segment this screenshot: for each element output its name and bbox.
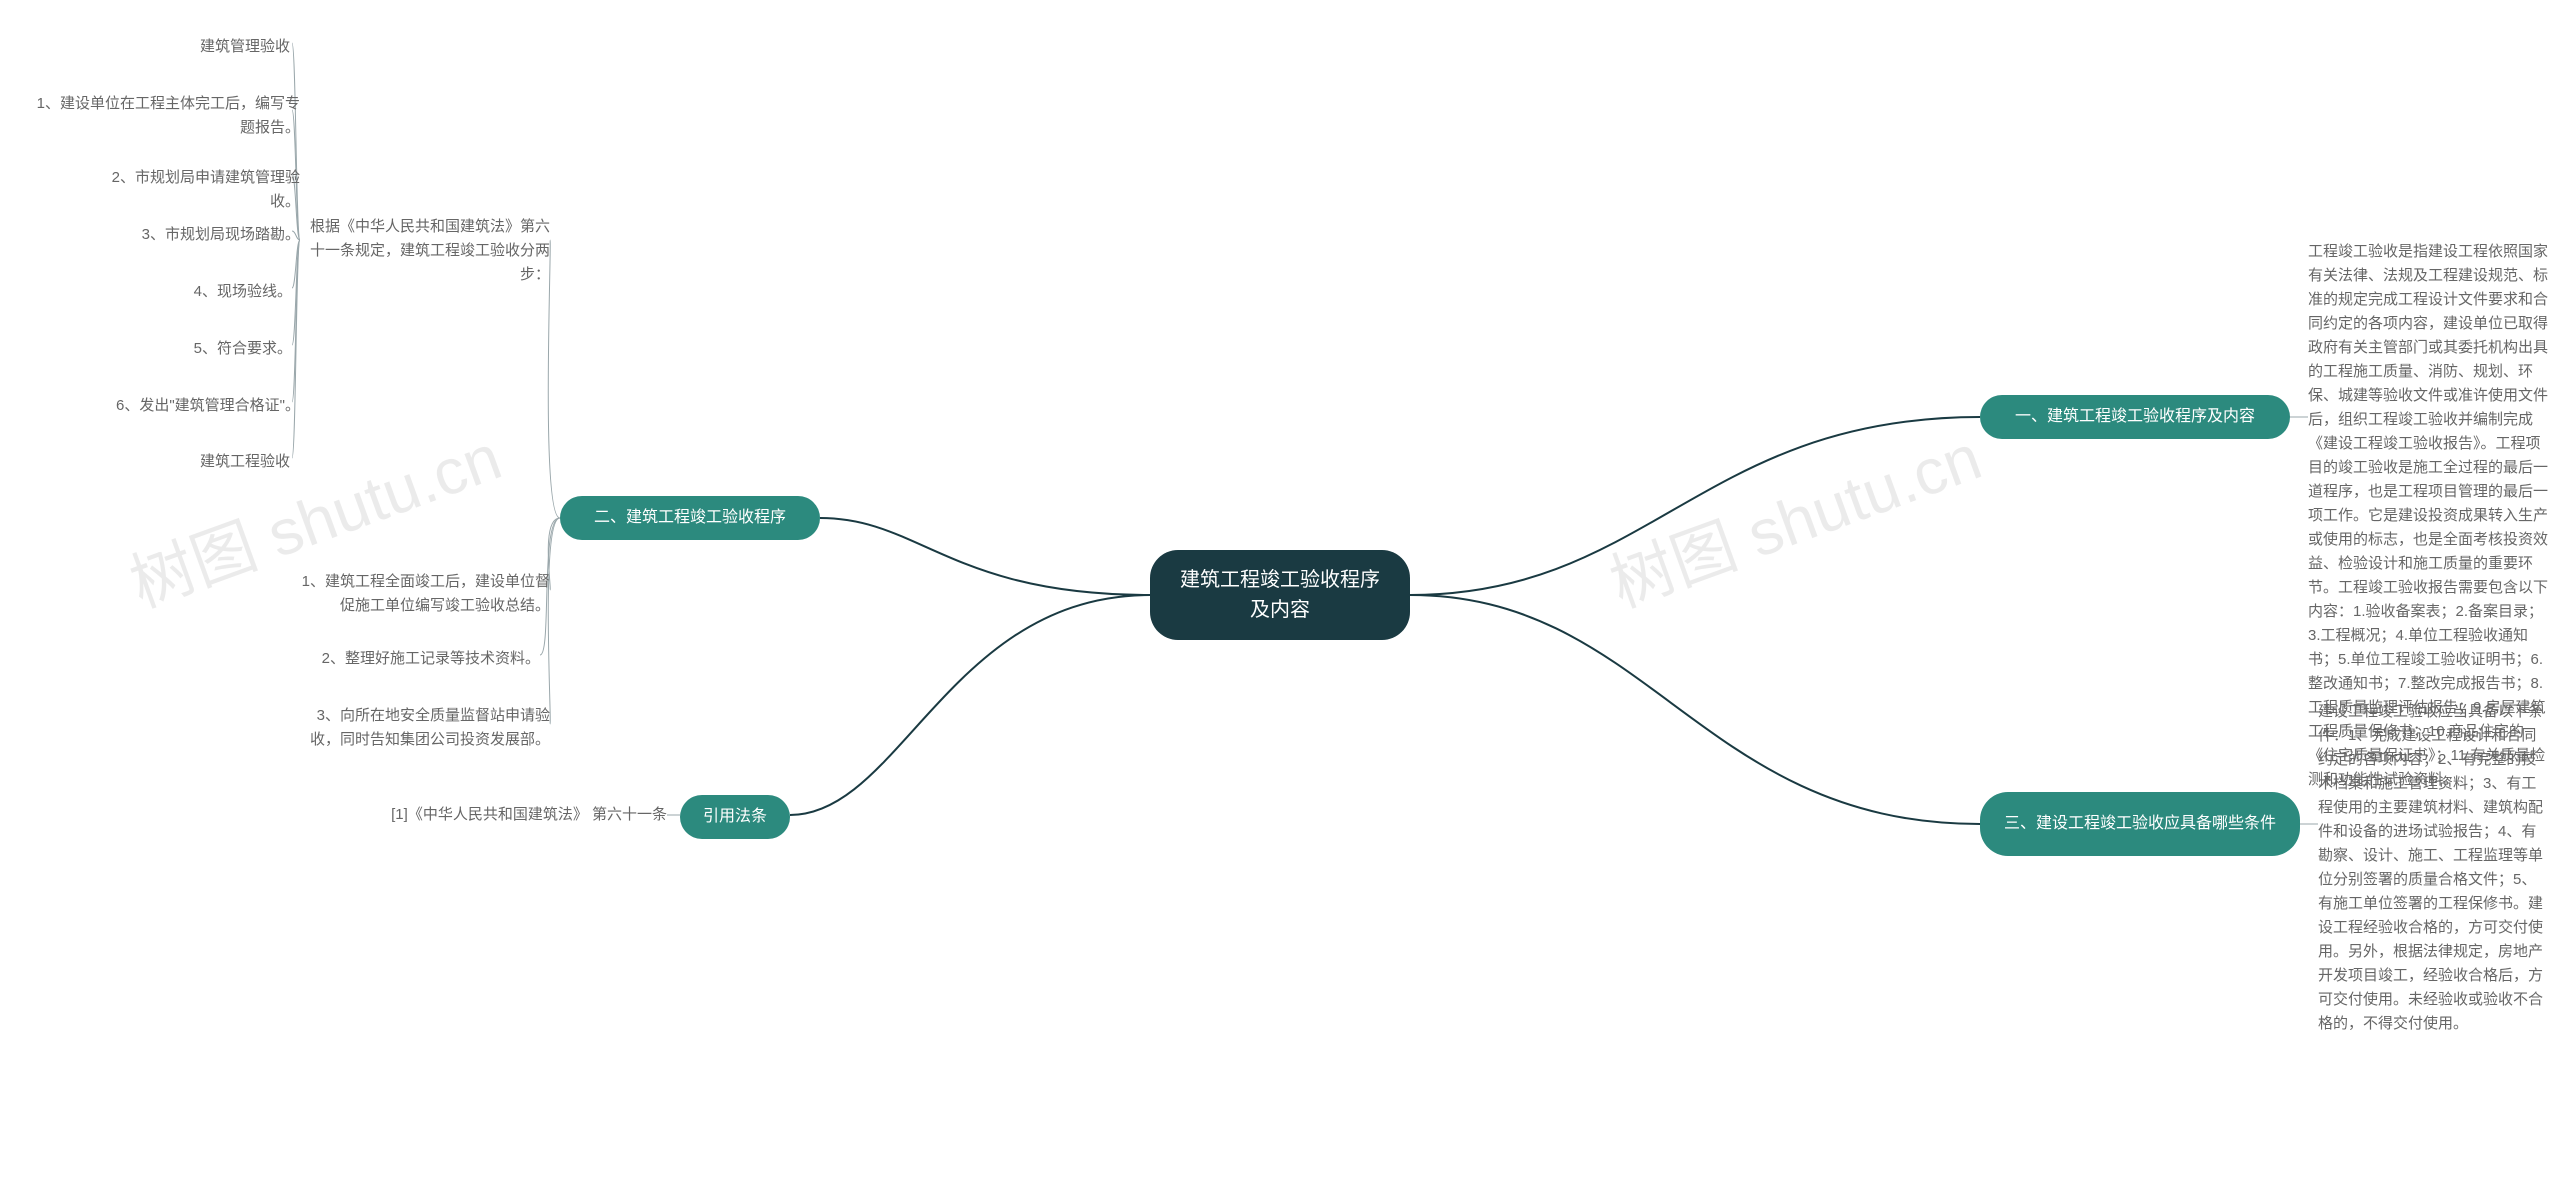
branch-left-1-label: 二、建筑工程竣工验收程序 xyxy=(594,506,786,530)
leaf-l1-top-7: 建筑工程验收 xyxy=(180,450,290,474)
center-node: 建筑工程竣工验收程序及内容 xyxy=(1150,550,1410,640)
leaf-l1-top-0: 建筑管理验收 xyxy=(180,35,290,59)
branch-right-1-label: 一、建筑工程竣工验收程序及内容 xyxy=(2015,405,2255,429)
leaf-l1-top-2: 2、市规划局申请建筑管理验收。 xyxy=(90,166,300,214)
branch-left-2-label: 引用法条 xyxy=(703,805,767,829)
leaf-l1-top-5: 5、符合要求。 xyxy=(192,337,292,361)
center-label: 建筑工程竣工验收程序及内容 xyxy=(1172,565,1388,625)
branch-right-2-label: 三、建设工程竣工验收应具备哪些条件 xyxy=(2004,812,2276,836)
watermark-2: 树图 shutu.cn xyxy=(1596,406,1992,625)
leaf-l1-bot-2: 3、向所在地安全质量监督站申请验收，同时告知集团公司投资发展部。 xyxy=(290,704,550,752)
branch-left-1: 二、建筑工程竣工验收程序 xyxy=(560,496,820,540)
branch-left-2: 引用法条 xyxy=(680,795,790,839)
branch-right-2: 三、建设工程竣工验收应具备哪些条件 xyxy=(1980,792,2300,856)
branch-right-1: 一、建筑工程竣工验收程序及内容 xyxy=(1980,395,2290,439)
leaf-l1-bot-1: 2、整理好施工记录等技术资料。 xyxy=(320,647,540,671)
leaf-r2-1: 建设工程竣工验收应当具备以下条件：1、完成建设工程设计和合同约定的各项内容；2、… xyxy=(2318,700,2550,1036)
leaf-l1-top-4: 4、现场验线。 xyxy=(192,280,292,304)
leaf-l1-top-6: 6、发出"建筑管理合格证"。 xyxy=(110,394,300,418)
leaf-l1-top-3: 3、市规划局现场踏勘。 xyxy=(140,223,300,247)
leaf-l1-intro: 根据《中华人民共和国建筑法》第六十一条规定，建筑工程竣工验收分两步： xyxy=(300,215,550,287)
leaf-l1-bot-0: 1、建筑工程全面竣工后，建设单位督促施工单位编写竣工验收总结。 xyxy=(300,570,550,618)
leaf-l1-top-1: 1、建设单位在工程主体完工后，编写专题报告。 xyxy=(30,92,300,140)
leaf-l2-0: [1]《中华人民共和国建筑法》 第六十一条 xyxy=(382,803,667,827)
